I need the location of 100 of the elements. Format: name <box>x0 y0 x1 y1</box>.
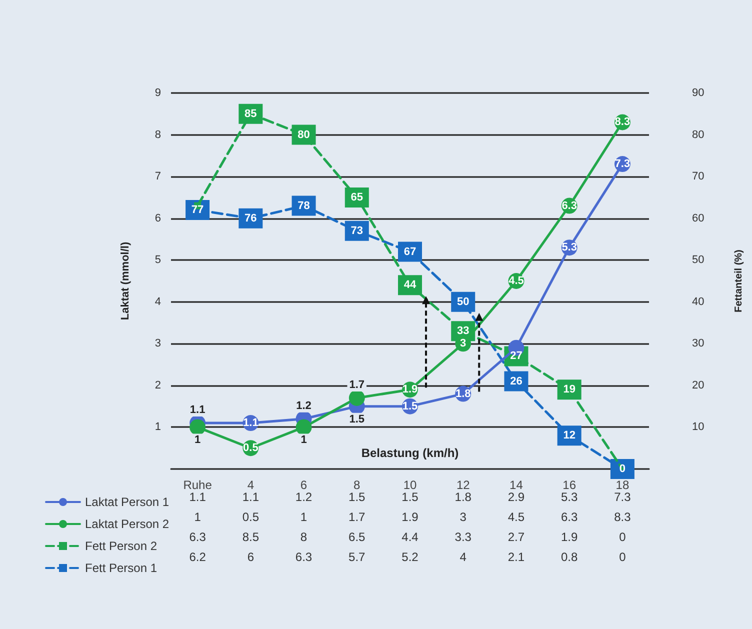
data-label: 1.9 <box>402 510 418 524</box>
legend-label: Fett Person 2 <box>85 539 158 553</box>
y-tick-label: 2 <box>154 379 161 392</box>
annotation: 1 <box>194 434 201 446</box>
annotation: 65 <box>350 191 364 204</box>
y2-tick-label: 80 <box>692 128 704 141</box>
annotation: 76 <box>244 212 257 224</box>
data-label: 5.3 <box>560 490 578 504</box>
annotation: 33 <box>456 325 470 338</box>
x-tick-label: 8 <box>354 478 361 492</box>
data-label: 0.8 <box>560 550 578 564</box>
annotation: 80 <box>298 128 310 141</box>
point <box>610 459 634 479</box>
annotation: 0 <box>619 463 626 475</box>
annotation: 1.2 <box>296 400 312 412</box>
data-label: 1.1 <box>242 490 259 504</box>
data-label: 6 <box>247 550 254 564</box>
x-tick-label: 16 <box>562 478 576 492</box>
data-label: 6.2 <box>189 550 206 564</box>
y-tick-label: 4 <box>154 296 161 308</box>
annotation: 1 <box>300 434 307 446</box>
y2-axis-title: Fettanteil (%) <box>734 250 744 312</box>
annotation: 78 <box>298 200 310 212</box>
x-tick-label: 18 <box>616 478 630 492</box>
data-label: 1.2 <box>295 490 312 504</box>
annotation: 4.5 <box>508 275 524 287</box>
y2-tick-label: 50 <box>692 254 704 266</box>
data-label: 2.7 <box>508 530 525 544</box>
data-label: 6.5 <box>348 530 366 544</box>
annotation: 19 <box>563 384 576 396</box>
data-label: 1.9 <box>560 530 578 544</box>
annotation: 3 <box>460 338 466 350</box>
y2-tick-label: 20 <box>692 379 704 392</box>
data-label: 5.2 <box>402 550 418 564</box>
x-tick-label: 10 <box>403 478 417 492</box>
annotation: 85 <box>244 108 257 120</box>
data-label: 1.1 <box>189 490 206 504</box>
x-tick-label: 6 <box>300 478 308 492</box>
y2-tick-label: 60 <box>692 212 704 224</box>
annotation: 26 <box>510 375 522 388</box>
data-label: 8.5 <box>242 530 259 544</box>
y2-tick-label: 40 <box>692 296 704 308</box>
y-tick-label: 3 <box>154 338 161 350</box>
data-label: 2.1 <box>508 550 525 564</box>
annotation: 1.1 <box>190 404 206 416</box>
data-label: 1.7 <box>348 510 366 524</box>
data-label: 0 <box>619 550 626 564</box>
annotation: 77 <box>191 204 204 216</box>
data-label: 4 <box>460 550 466 564</box>
y-tick-label: 1 <box>154 421 161 434</box>
annotation: 1.9 <box>402 384 418 396</box>
data-label: 5.7 <box>348 550 366 564</box>
annotation: 44 <box>404 279 417 292</box>
annotation: 5.3 <box>562 242 577 254</box>
data-label: 1 <box>300 510 308 524</box>
annotation: 1.7 <box>349 378 365 391</box>
y2-tick-label: 30 <box>692 338 704 350</box>
y2-tick-label: 70 <box>692 170 704 183</box>
data-label: 1 <box>194 510 201 524</box>
data-label: 3 <box>460 510 466 524</box>
annotation: 8.3 <box>614 116 630 128</box>
annotation: 50 <box>456 296 470 308</box>
data-label: 4.5 <box>508 510 525 524</box>
y-tick-label: 6 <box>154 212 161 224</box>
annotation: 1.5 <box>402 400 418 412</box>
data-label: 7.3 <box>614 490 631 504</box>
point <box>348 390 365 406</box>
annotation: 7.3 <box>614 158 630 170</box>
y-tick-label: 5 <box>154 254 161 266</box>
annotation: 67 <box>404 246 416 258</box>
x-tick-label: 12 <box>456 478 470 492</box>
annotation: 6.3 <box>562 200 577 212</box>
x-tick-label: 4 <box>247 478 254 492</box>
data-label: 8.3 <box>614 510 631 524</box>
x-tick-label: 14 <box>510 478 524 492</box>
data-label: 6.3 <box>295 550 312 564</box>
y-tick-label: 8 <box>154 128 161 141</box>
data-label: 1.5 <box>348 490 366 504</box>
annotation: 0.5 <box>243 442 258 454</box>
data-label: 6.3 <box>560 510 578 524</box>
data-label: 8 <box>300 530 308 544</box>
x-tick-label: Ruhe <box>183 478 212 492</box>
legend-label: Laktat Person 2 <box>85 517 170 531</box>
data-label: 0.5 <box>242 510 259 524</box>
data-label: 6.3 <box>189 530 206 544</box>
y2-tick-label: 10 <box>692 421 704 434</box>
annotation: 12 <box>563 430 576 442</box>
legend-label: Laktat Person 1 <box>85 495 170 509</box>
annotation: 73 <box>350 224 364 237</box>
data-label: 1.5 <box>402 490 418 504</box>
y-tick-label: 9 <box>154 87 161 99</box>
annotation: 1.1 <box>243 417 258 430</box>
data-label: 4.4 <box>402 530 418 544</box>
data-label: 1.8 <box>454 490 472 504</box>
x-axis-title: Belastung (km/h) <box>361 446 459 460</box>
y-tick-label: 7 <box>154 170 161 183</box>
annotation: 1.8 <box>455 388 471 400</box>
data-label: 2.9 <box>508 490 525 504</box>
data-label: 3.3 <box>454 530 472 544</box>
legend-label: Fett Person 1 <box>85 561 158 575</box>
